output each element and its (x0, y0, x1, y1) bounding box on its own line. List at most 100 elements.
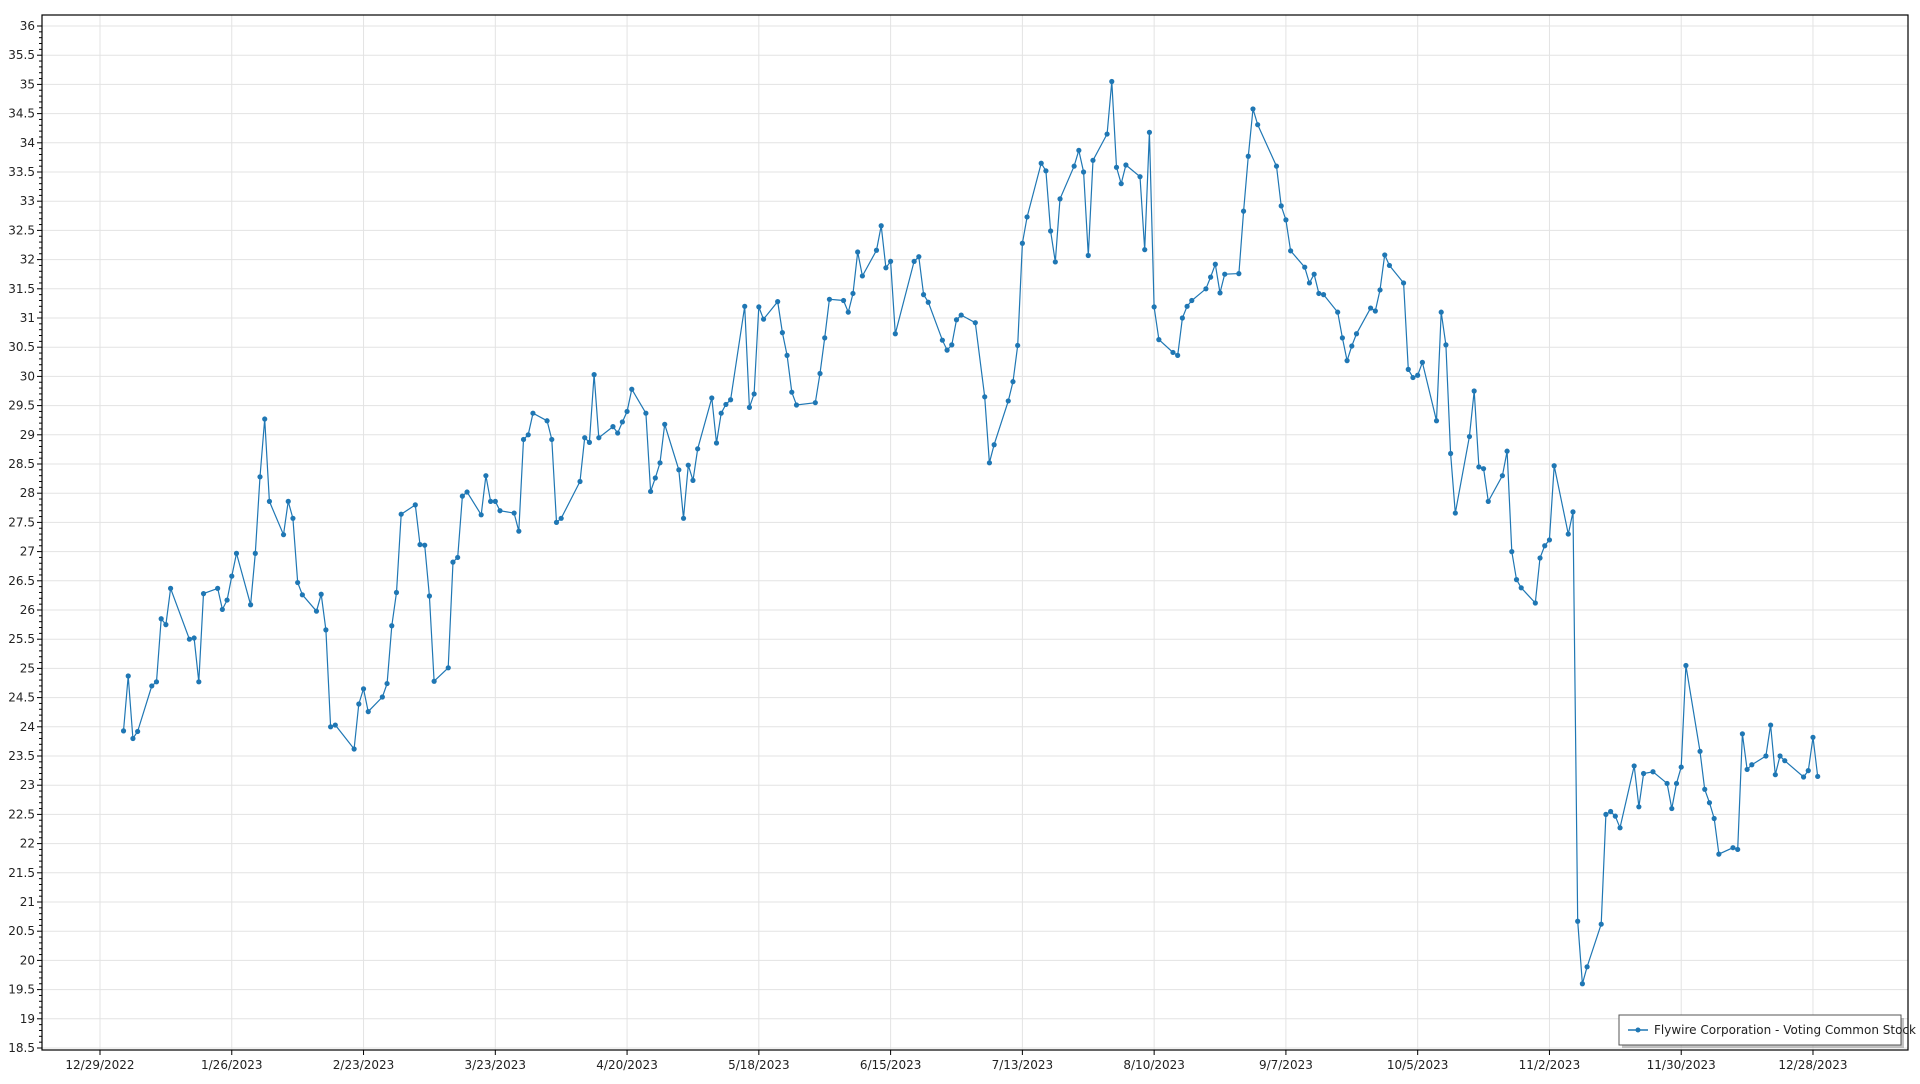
data-point (295, 579, 301, 586)
data-point (224, 597, 230, 603)
data-point (1038, 160, 1044, 166)
x-tick-label: 10/5/2023 (1387, 1058, 1449, 1072)
x-tick-label: 12/28/2023 (1778, 1058, 1847, 1072)
data-point (949, 342, 955, 348)
data-point (615, 430, 621, 436)
y-tick-label: 23.5 (8, 749, 35, 763)
data-point (577, 478, 583, 485)
data-point (313, 608, 320, 614)
data-point (1104, 131, 1110, 137)
data-point (840, 297, 847, 304)
data-point (1480, 466, 1487, 472)
data-point (1565, 531, 1571, 537)
data-point (685, 462, 691, 468)
data-point (1631, 763, 1637, 769)
data-point (1320, 292, 1327, 298)
data-point (1273, 163, 1280, 169)
data-point (582, 435, 588, 441)
data-point (1810, 734, 1816, 740)
data-point (1212, 261, 1218, 267)
data-point (939, 337, 945, 343)
data-point (676, 467, 682, 473)
data-point (1283, 217, 1289, 223)
data-point (266, 498, 273, 504)
data-point (1805, 768, 1811, 774)
data-point (1617, 825, 1623, 831)
data-point (982, 394, 988, 400)
data-point (1113, 164, 1120, 170)
data-point (1043, 168, 1049, 174)
data-point (1175, 352, 1181, 358)
data-point (483, 473, 489, 479)
data-point (1532, 600, 1538, 606)
data-point (760, 316, 767, 322)
data-point (487, 498, 494, 504)
data-point (215, 585, 221, 591)
data-point (1151, 304, 1157, 310)
x-tick-label: 5/18/2023 (728, 1058, 790, 1072)
data-point (384, 680, 390, 687)
data-point (530, 410, 536, 416)
data-point (1452, 510, 1458, 516)
data-point (1184, 303, 1190, 309)
data-point (1763, 753, 1769, 759)
data-point (1015, 342, 1021, 349)
data-point (648, 488, 654, 495)
data-point (356, 701, 362, 707)
legend: Flywire Corporation - Voting Common Stoc… (1618, 1014, 1916, 1048)
y-tick-label: 29 (20, 428, 35, 442)
y-tick-label: 28 (20, 486, 35, 500)
data-point (920, 292, 927, 298)
data-point (713, 440, 720, 446)
data-point (158, 616, 164, 622)
data-point (191, 635, 197, 641)
data-point (393, 589, 400, 596)
data-point (262, 416, 268, 422)
legend-entry: Flywire Corporation - Voting Common Stoc… (1654, 1023, 1916, 1037)
data-point (944, 347, 950, 353)
data-point (596, 435, 602, 441)
data-point (464, 489, 470, 495)
data-point (859, 273, 865, 279)
data-point (1236, 271, 1242, 277)
data-point (398, 511, 404, 517)
data-point (511, 510, 517, 516)
data-point (389, 623, 395, 629)
data-point (1504, 448, 1510, 454)
data-point (549, 436, 555, 443)
data-point (586, 439, 593, 445)
data-point (1551, 463, 1557, 469)
data-point (756, 304, 762, 310)
y-tick-label: 27.5 (8, 515, 35, 529)
data-point (789, 389, 795, 395)
x-tick-label: 1/26/2023 (201, 1058, 263, 1072)
data-point (431, 678, 437, 684)
data-point (280, 532, 287, 538)
data-point (1513, 577, 1520, 583)
data-point (553, 519, 560, 526)
data-point (1772, 772, 1778, 778)
data-point (1278, 203, 1284, 209)
y-tick-label: 35 (20, 77, 35, 91)
x-tick-label: 2/23/2023 (333, 1058, 395, 1072)
data-point (1669, 805, 1675, 812)
data-point (1255, 122, 1261, 128)
data-point (1735, 846, 1741, 853)
data-point (1678, 764, 1684, 770)
data-point (1005, 398, 1011, 404)
data-point (153, 679, 160, 685)
data-point (779, 330, 785, 336)
data-point (257, 474, 263, 480)
data-point (1400, 280, 1407, 286)
data-point (610, 424, 616, 430)
y-tick-label: 32 (20, 253, 35, 267)
y-tick-label: 30.5 (8, 340, 35, 354)
series-line (122, 81, 1819, 984)
x-tick-label: 8/10/2023 (1123, 1058, 1185, 1072)
data-point (247, 602, 254, 608)
data-point (1598, 921, 1604, 927)
y-tick-label: 31 (20, 311, 35, 325)
data-point (1476, 464, 1482, 470)
data-point (200, 591, 207, 597)
data-point (1640, 770, 1647, 777)
